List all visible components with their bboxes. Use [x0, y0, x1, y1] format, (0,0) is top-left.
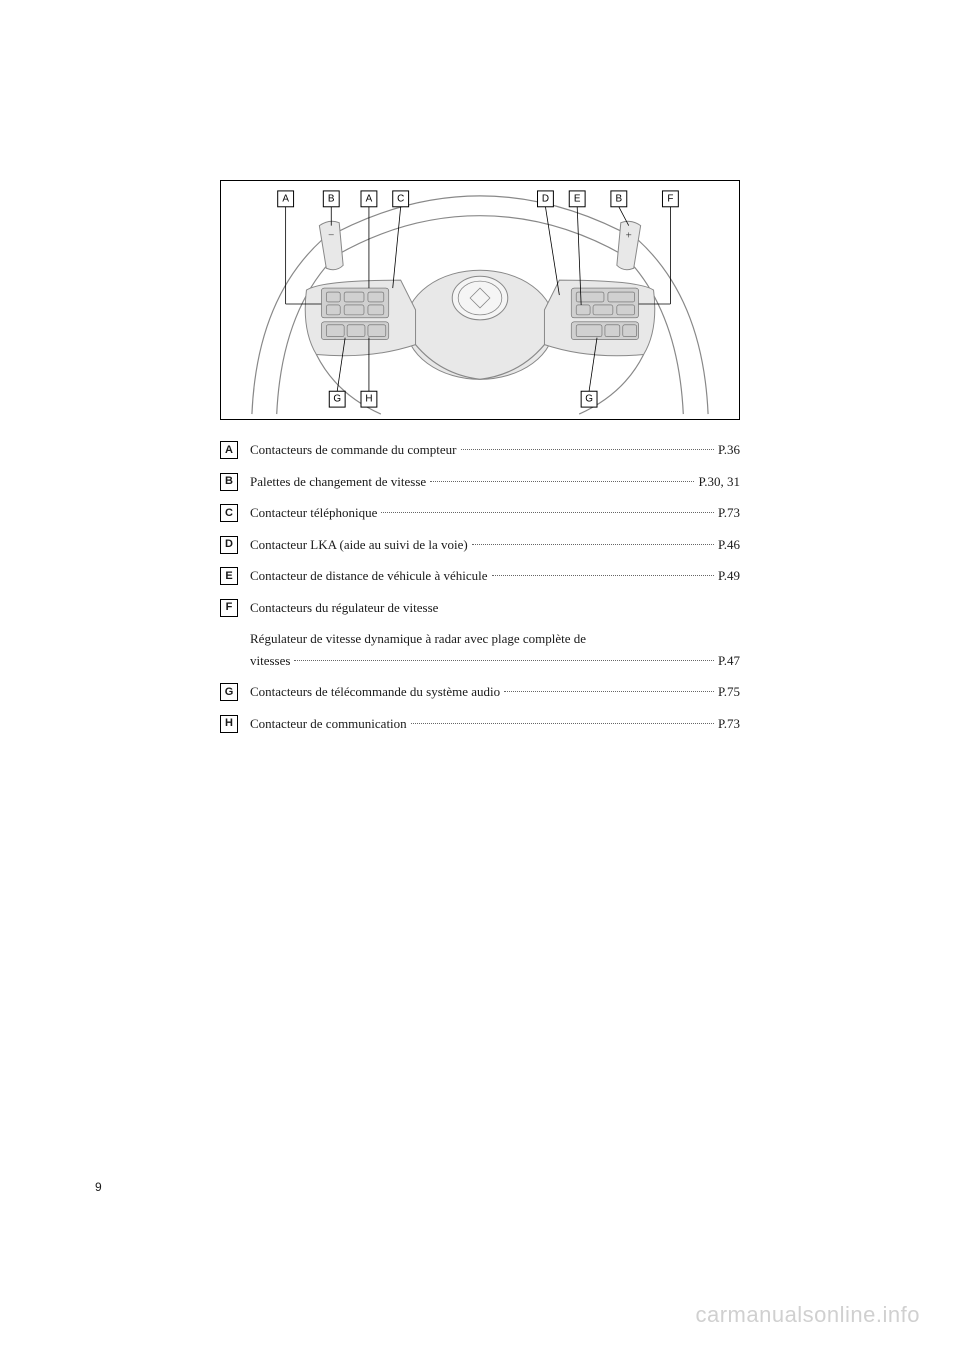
legend-letter: C: [220, 504, 238, 522]
svg-text:C: C: [397, 193, 404, 204]
legend-page: P.73: [718, 503, 740, 523]
legend-label: Contacteur LKA (aide au suivi de la voie…: [250, 535, 468, 555]
svg-text:G: G: [585, 394, 593, 405]
legend-label: Contacteurs de télécommande du système a…: [250, 682, 500, 702]
sub-label-line1: Régulateur de vitesse dynamique à radar …: [250, 631, 586, 646]
legend-letter: E: [220, 567, 238, 585]
legend-item-D: D Contacteur LKA (aide au suivi de la vo…: [220, 535, 740, 555]
svg-text:H: H: [365, 394, 372, 405]
legend-letter: H: [220, 715, 238, 733]
svg-text:G: G: [333, 394, 341, 405]
legend-item-B: B Palettes de changement de vitesse P.30…: [220, 472, 740, 492]
legend-label: Contacteurs du régulateur de vitesse: [250, 600, 438, 615]
legend-page: P.46: [718, 535, 740, 555]
sub-page: P.47: [718, 651, 740, 671]
legend-page: P.36: [718, 440, 740, 460]
legend-page: P.75: [718, 682, 740, 702]
legend-item-H: H Contacteur de communication P.73: [220, 714, 740, 734]
legend-item-G: G Contacteurs de télécommande du système…: [220, 682, 740, 702]
callout-B2: B: [611, 191, 629, 226]
legend-page: P.49: [718, 566, 740, 586]
legend-letter: B: [220, 473, 238, 491]
legend-item-A: A Contacteurs de commande du compteur P.…: [220, 440, 740, 460]
callout-A2: A: [361, 191, 377, 288]
callout-B1: B: [323, 191, 339, 226]
legend-label: Contacteurs de commande du compteur: [250, 440, 457, 460]
legend-letter: F: [220, 599, 238, 617]
svg-text:F: F: [667, 193, 673, 204]
sub-label-line2: vitesses: [250, 651, 290, 671]
callout-C: C: [393, 191, 409, 288]
legend-item-C: C Contacteur téléphonique P.73: [220, 503, 740, 523]
legend-label: Contacteur de communication: [250, 714, 407, 734]
svg-text:E: E: [574, 193, 581, 204]
steering-wheel-diagram: − + A B A: [220, 180, 740, 420]
legend-letter: A: [220, 441, 238, 459]
sub-item: Régulateur de vitesse dynamique à radar …: [250, 629, 740, 670]
svg-text:A: A: [366, 193, 373, 204]
svg-text:+: +: [626, 230, 632, 242]
watermark: carmanualsonline.info: [695, 1302, 920, 1328]
svg-text:D: D: [542, 193, 549, 204]
legend-letter: D: [220, 536, 238, 554]
legend-item-E: E Contacteur de distance de véhicule à v…: [220, 566, 740, 586]
legend-letter: G: [220, 683, 238, 701]
legend-list: A Contacteurs de commande du compteur P.…: [220, 440, 740, 733]
legend-page: P.73: [718, 714, 740, 734]
legend-label: Contacteur de distance de véhicule à véh…: [250, 566, 488, 586]
svg-text:B: B: [616, 193, 623, 204]
svg-text:B: B: [328, 193, 335, 204]
page-number: 9: [95, 1180, 102, 1194]
legend-label: Palettes de changement de vitesse: [250, 472, 426, 492]
legend-label: Contacteur téléphonique: [250, 503, 377, 523]
legend-item-F: F Contacteurs du régulateur de vitesse: [220, 598, 740, 618]
legend-page: P.30, 31: [698, 472, 740, 492]
svg-text:A: A: [282, 193, 289, 204]
svg-text:−: −: [328, 230, 334, 242]
